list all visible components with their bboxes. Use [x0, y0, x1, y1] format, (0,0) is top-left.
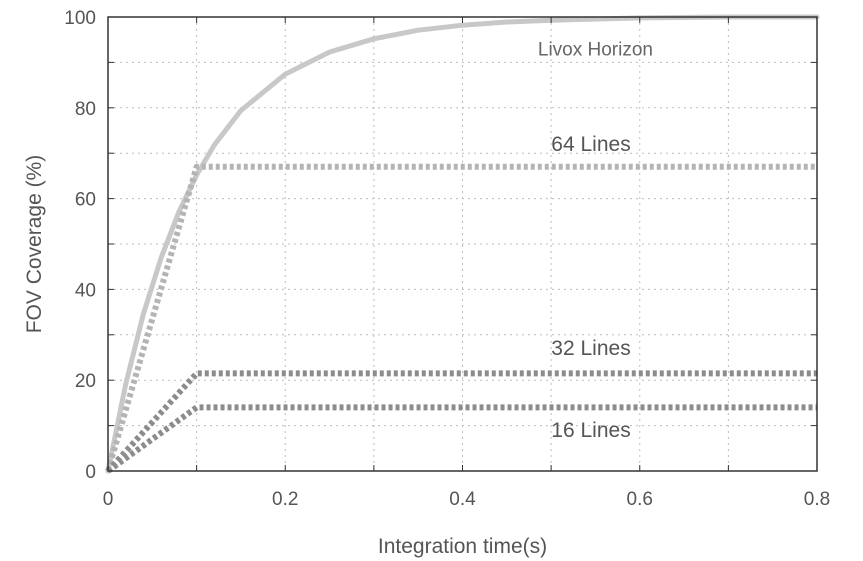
- axis-ticks: 0 0.2 0.4 0.6 0.8 0 20 40 60 80 100: [64, 8, 830, 510]
- y-tick-label: 40: [75, 280, 96, 301]
- annotation-64-lines: 64 Lines: [551, 133, 630, 156]
- series-line-64-lines: [105, 163, 817, 472]
- annotation-32-lines: 32 Lines: [551, 337, 630, 360]
- y-tick-label: 20: [75, 371, 96, 392]
- y-tick-label: 0: [85, 462, 96, 483]
- annotation-16-lines: 16 Lines: [551, 419, 630, 442]
- y-tick-label: 100: [64, 8, 96, 29]
- series-line-livox-horizon: [105, 14, 820, 474]
- y-tick-label: 60: [75, 190, 96, 211]
- y-axis-title: FOV Coverage (%): [23, 155, 46, 334]
- annotations: Livox Horizon 64 Lines 32 Lines 16 Lines: [538, 40, 653, 442]
- annotation-livox-horizon: Livox Horizon: [538, 40, 653, 61]
- x-tick-label: 0: [103, 489, 114, 510]
- x-tick-label: 0.2: [272, 489, 298, 510]
- series-lines: [105, 14, 820, 474]
- x-tick-label: 0.4: [449, 489, 476, 510]
- x-tick-label: 0.8: [804, 489, 830, 510]
- x-tick-label: 0.6: [627, 489, 653, 510]
- series-line-16-lines: [106, 404, 817, 474]
- x-axis-title: Integration time(s): [378, 535, 547, 558]
- series-line-32-lines: [105, 370, 817, 474]
- y-tick-label: 80: [75, 99, 96, 120]
- grid: [108, 17, 817, 471]
